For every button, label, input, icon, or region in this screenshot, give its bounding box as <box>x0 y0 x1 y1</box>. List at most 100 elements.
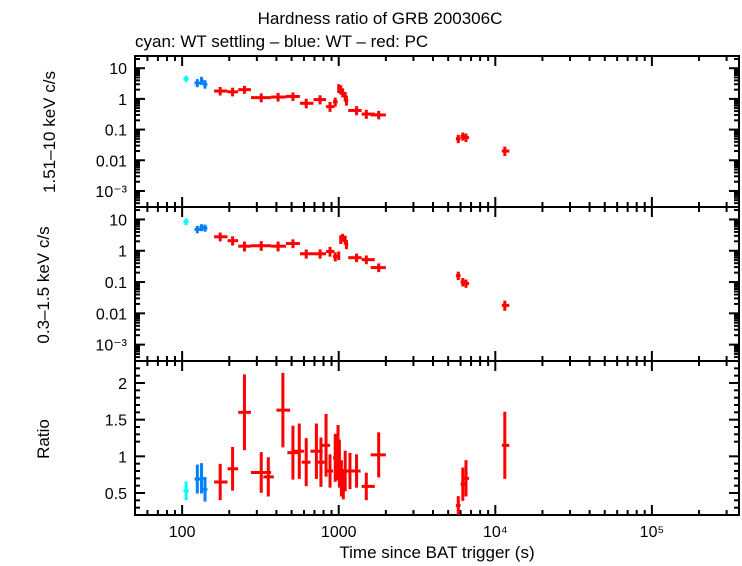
data-point <box>199 224 204 232</box>
panel-frame <box>134 206 740 362</box>
middle-panel-ylabel: 0.3–1.5 keV c/s <box>34 226 53 343</box>
data-point <box>214 232 228 242</box>
chart-subtitle: cyan: WT settling – blue: WT – red: PC <box>135 32 428 51</box>
data-point <box>321 414 331 477</box>
data-point <box>214 87 228 96</box>
chart-title: Hardness ratio of GRB 200306C <box>258 9 503 28</box>
data-point <box>463 133 470 142</box>
y-tick-label: 0.01 <box>96 306 127 323</box>
series-wt-settling <box>183 481 189 501</box>
series-pc <box>214 84 510 157</box>
data-point <box>276 372 291 448</box>
y-tick-label: 2 <box>118 376 127 393</box>
panel-frame <box>134 55 740 208</box>
data-point <box>301 438 311 487</box>
data-point <box>361 472 375 501</box>
data-point <box>333 97 338 107</box>
data-point <box>326 102 335 112</box>
data-point <box>203 477 208 502</box>
data-point <box>313 95 327 105</box>
data-point <box>501 411 510 479</box>
data-point <box>455 496 461 515</box>
data-point <box>250 93 272 103</box>
data-point <box>183 75 189 83</box>
data-point <box>333 252 338 262</box>
y-tick-label: 1.5 <box>105 413 127 430</box>
data-point <box>316 437 327 487</box>
data-point <box>455 134 461 144</box>
series-pc <box>214 232 510 311</box>
data-point <box>263 457 274 497</box>
data-point <box>501 300 510 311</box>
x-tick-label: 100 <box>169 524 196 541</box>
y-tick-label: 0.1 <box>105 123 127 140</box>
data-point <box>250 241 272 251</box>
y-tick-label: 0.5 <box>105 486 127 503</box>
data-point <box>326 246 335 257</box>
data-point <box>361 255 375 265</box>
data-point <box>227 447 239 491</box>
y-tick-label: 0.01 <box>96 153 127 170</box>
data-point <box>344 240 349 250</box>
data-point <box>183 218 189 226</box>
series-pc <box>214 372 510 515</box>
series-wt <box>194 224 208 234</box>
bottom-panel-ratio: 2 1.5 1 0.5 100 1000 10⁴ 10⁵ <box>105 360 740 541</box>
data-point <box>326 454 334 488</box>
data-point <box>348 253 362 263</box>
data-point <box>194 225 201 234</box>
data-point <box>348 106 362 116</box>
y-tick-label: 10⁻³ <box>95 338 127 355</box>
data-point <box>337 84 341 94</box>
x-axis-label: Time since BAT trigger (s) <box>339 543 534 562</box>
data-point <box>203 80 208 89</box>
data-point <box>337 251 341 261</box>
data-point <box>183 481 189 501</box>
data-point <box>299 249 314 259</box>
data-point <box>285 239 300 249</box>
data-point <box>455 271 461 280</box>
data-point <box>299 98 314 109</box>
bottom-panel-ylabel: Ratio <box>34 419 53 459</box>
y-tick-label: 10⁻³ <box>95 184 127 201</box>
x-tick-label: 10⁴ <box>483 524 508 541</box>
data-point <box>344 95 349 106</box>
data-point <box>227 87 239 97</box>
x-tick-label: 1000 <box>321 524 357 541</box>
top-panel-ylabel: 1.51–10 keV c/s <box>40 71 59 193</box>
data-point <box>346 452 354 490</box>
y-tick-label: 1 <box>118 449 127 466</box>
y-tick-label: 1 <box>118 244 127 261</box>
data-point <box>271 241 286 252</box>
data-point <box>214 463 228 501</box>
data-point <box>313 249 327 259</box>
data-point <box>341 233 345 243</box>
data-point <box>501 146 510 157</box>
top-panel-hard-band: 10 1 0.1 0.01 10⁻³ <box>95 55 740 208</box>
data-point <box>294 423 304 479</box>
data-point <box>463 460 470 497</box>
data-point <box>352 454 361 488</box>
y-tick-label: 10 <box>109 212 127 229</box>
data-point <box>199 463 204 494</box>
series-wt-settling <box>183 75 189 83</box>
data-point <box>463 279 470 288</box>
data-point <box>238 241 251 252</box>
panel-frame <box>134 360 740 516</box>
y-tick-label: 1 <box>118 92 127 109</box>
x-tick-label: 10⁵ <box>640 524 664 541</box>
data-point <box>370 263 386 273</box>
data-point <box>238 374 251 451</box>
data-point <box>238 85 251 94</box>
y-tick-label: 0.1 <box>105 275 127 292</box>
series-wt <box>194 463 208 502</box>
data-point <box>194 79 201 88</box>
data-point <box>285 92 300 101</box>
data-point <box>460 467 465 501</box>
data-point <box>199 76 204 85</box>
series-wt <box>194 76 208 89</box>
data-point <box>271 92 286 102</box>
series-wt-settling <box>183 218 189 226</box>
data-point <box>370 110 386 120</box>
